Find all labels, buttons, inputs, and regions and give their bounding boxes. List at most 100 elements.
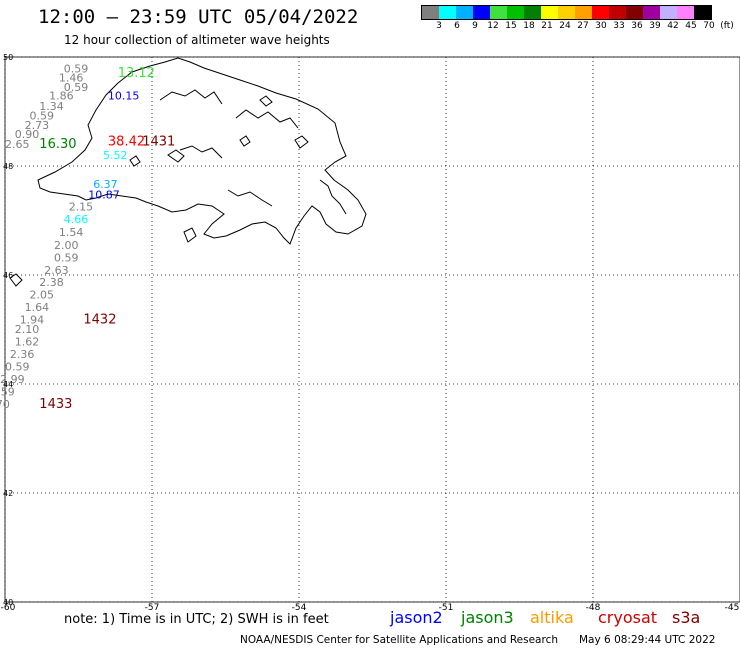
wave-height-label: 1.46 [59,72,84,85]
legend-tick-label: 39 [649,21,661,31]
longitude-label: -60 [1,603,16,613]
wave-height-label: 1.34 [39,100,64,113]
wave-height-label: 0.59 [30,110,55,123]
coastline-bay-south [227,189,273,207]
longitude-label: -45 [725,603,740,613]
legend-tick-label: 18 [523,21,535,31]
legend-tick-label: 15 [505,21,517,31]
coastline-inlet [179,145,223,159]
wave-height-label: 2.05 [30,288,55,301]
legend-swatch [660,6,677,19]
wave-height-label: 0.59 [64,62,89,75]
credit-line: NOAA/NESDIS Center for Satellite Applica… [240,634,558,646]
wave-height-label: 6.37 [93,178,118,191]
legend-swatch [609,6,626,19]
legend-tick-label: 27 [577,21,589,31]
wave-height-label: 2.65 [5,138,30,151]
island [294,135,309,149]
island [167,149,185,163]
wave-height-label: 0.59 [5,360,30,373]
wave-height-label: 2.15 [69,201,94,214]
legend-swatch [507,6,524,19]
coastline [37,57,367,245]
wave-height-label: 10.87 [88,189,120,202]
color-legend: (ft) 3 6 9 12 15 18 21 24 27 30 33 36 39 42 45 70 [421,5,734,32]
wave-height-label: 1.94 [20,314,45,327]
wave-height-label: 0.59 [0,385,15,398]
wave-height-label: 2.63 [44,264,68,277]
legend-swatch [694,6,711,19]
latitude-label: 50 [3,53,13,62]
wave-height-label: 0.59 [54,251,79,264]
legend-tick-label: 21 [541,21,553,31]
latitude-label: 40 [3,598,13,607]
wave-height-label: 2.36 [10,348,35,361]
legend-swatch [592,6,609,19]
legend-tick-label: 24 [559,21,571,31]
island [239,135,251,147]
wave-height-label: 1431 [142,134,175,149]
legend-swatch [524,6,541,19]
legend-unit: (ft) [720,21,734,31]
legend-tick-label: 33 [613,21,625,31]
longitude-label: -51 [439,603,454,613]
longitude-label: -48 [586,603,601,613]
islands [9,95,309,287]
legend-swatches [421,5,712,20]
coastline-bay-north [159,89,223,105]
wave-height-label: 5.52 [103,149,128,162]
newfoundland-coastline [37,57,367,245]
wave-height-label: 1433 [39,397,72,412]
legend-swatch [558,6,575,19]
wave-height-label: 0.90 [15,128,40,141]
legend-tick-label: 9 [472,21,478,31]
wave-height-label: 0.59 [64,81,89,94]
longitude-label: -54 [292,603,307,613]
wave-height-label: 13.12 [118,66,155,81]
wave-height-label: 2.10 [15,323,40,336]
legend-tick-label: 30 [595,21,607,31]
wave-height-label: 2.00 [54,239,79,252]
legend-ticks: (ft) 3 6 9 12 15 18 21 24 27 30 33 36 39 42 45 70 [421,20,734,32]
legend-tick-label: 3 [436,21,442,31]
page-subtitle: 12 hour collection of altimeter wave hei… [64,33,330,47]
legend-swatch [575,6,592,19]
satellite-jason3: jason3 [461,608,514,627]
legend-tick-label: 6 [454,21,460,31]
legend-swatch [490,6,507,19]
wave-height-label: 10.15 [108,90,139,103]
legend-swatch [677,6,694,19]
observation-labels: 0.59 13.121.460.591.86 10.151.340.592.730.… [0,62,175,412]
wave-height-label: 2.99 [0,373,25,386]
map-grid [4,56,740,603]
wave-height-label: 1.62 [15,335,40,348]
axis-labels: -60 -57 -54 -51 -48 -45 50 48 46 44 42 40 [1,53,740,613]
wave-height-label: 1432 [83,313,116,328]
latitude-label: 48 [3,162,13,171]
legend-tick-label: 36 [631,21,643,31]
wave-height-label: 38.42 [108,134,145,149]
island [183,227,197,243]
satellite-altika: altika [530,608,574,627]
legend-tick-label: 45 [685,21,697,31]
satellite-cryosat: cryosat [598,608,658,627]
island [9,273,23,287]
wave-height-label: 1.54 [59,226,84,239]
wave-height-label: 4.66 [64,213,89,226]
legend-swatch [422,6,439,19]
wave-height-label: 16.30 [39,137,76,152]
latitude-label: 46 [3,271,13,280]
coastline-bay-east [235,109,299,129]
legend-swatch [626,6,643,19]
legend-tick-label: 42 [667,21,679,31]
legend-tick-label: 70 [703,21,715,31]
legend-swatch [439,6,456,19]
legend-swatch [456,6,473,19]
footnote: note: 1) Time is in UTC; 2) SWH is in fe… [64,612,329,627]
legend-swatch [643,6,660,19]
wave-height-label: 1.70 [0,398,10,411]
wave-height-label: 2.38 [39,276,64,289]
wave-height-label: 2.73 [25,119,49,132]
island [129,155,141,167]
